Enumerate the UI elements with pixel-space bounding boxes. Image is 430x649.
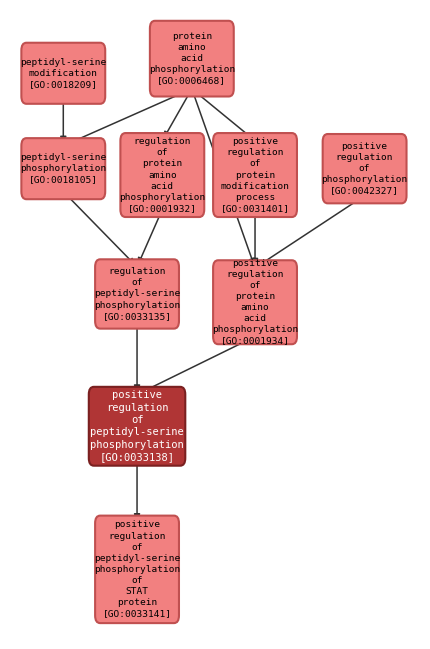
FancyBboxPatch shape: [213, 260, 297, 344]
Text: positive
regulation
of
peptidyl-serine
phosphorylation
[GO:0033138]: positive regulation of peptidyl-serine p…: [90, 390, 184, 462]
Text: positive
regulation
of
protein
amino
acid
phosphorylation
[GO:0001934]: positive regulation of protein amino aci…: [212, 259, 298, 345]
FancyBboxPatch shape: [95, 515, 179, 623]
FancyBboxPatch shape: [150, 21, 234, 97]
FancyBboxPatch shape: [213, 133, 297, 217]
Text: peptidyl-serine
modification
[GO:0018209]: peptidyl-serine modification [GO:0018209…: [20, 58, 106, 89]
FancyBboxPatch shape: [120, 133, 204, 217]
Text: positive
regulation
of
protein
modification
process
[GO:0031401]: positive regulation of protein modificat…: [221, 137, 289, 213]
Text: positive
regulation
of
peptidyl-serine
phosphorylation
of
STAT
protein
[GO:00331: positive regulation of peptidyl-serine p…: [94, 520, 180, 618]
FancyBboxPatch shape: [322, 134, 406, 203]
Text: regulation
of
protein
amino
acid
phosphorylation
[GO:0001932]: regulation of protein amino acid phospho…: [119, 137, 206, 213]
FancyBboxPatch shape: [89, 387, 185, 466]
FancyBboxPatch shape: [22, 138, 105, 199]
FancyBboxPatch shape: [22, 43, 105, 104]
Text: positive
regulation
of
phosphorylation
[GO:0042327]: positive regulation of phosphorylation […: [322, 142, 408, 195]
FancyBboxPatch shape: [95, 260, 179, 328]
Text: peptidyl-serine
phosphorylation
[GO:0018105]: peptidyl-serine phosphorylation [GO:0018…: [20, 153, 106, 184]
Text: regulation
of
peptidyl-serine
phosphorylation
[GO:0033135]: regulation of peptidyl-serine phosphoryl…: [94, 267, 180, 321]
Text: protein
amino
acid
phosphorylation
[GO:0006468]: protein amino acid phosphorylation [GO:0…: [149, 32, 235, 86]
